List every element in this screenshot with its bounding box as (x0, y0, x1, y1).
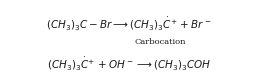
Text: $(CH_3)_3C-Br \longrightarrow (CH_3)_3\dot{C}^{\!+} + Br^-$: $(CH_3)_3C-Br \longrightarrow (CH_3)_3\d… (46, 15, 212, 31)
Text: Carbocation: Carbocation (134, 38, 186, 46)
Text: $(CH_3)_3\dot{C}^{\!+} + OH^- \longrightarrow (CH_3)_3COH$: $(CH_3)_3\dot{C}^{\!+} + OH^- \longright… (47, 55, 211, 72)
